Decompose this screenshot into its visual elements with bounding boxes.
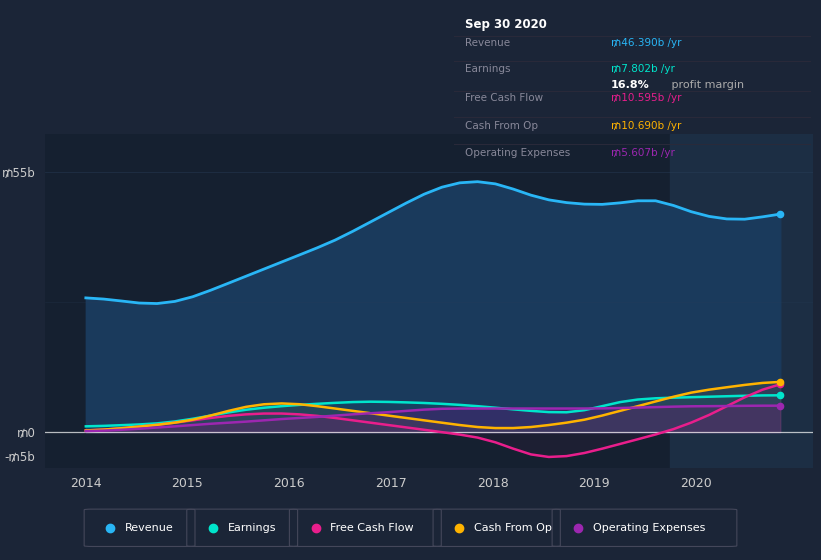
Text: Cash From Op: Cash From Op xyxy=(465,120,538,130)
Text: ₥10.595b /yr: ₥10.595b /yr xyxy=(611,94,681,104)
Bar xyxy=(671,134,818,468)
Text: ₥5.607b /yr: ₥5.607b /yr xyxy=(611,148,675,158)
Text: Revenue: Revenue xyxy=(125,523,174,533)
Text: ₥46.390b /yr: ₥46.390b /yr xyxy=(611,38,681,48)
Text: Free Cash Flow: Free Cash Flow xyxy=(330,523,414,533)
Text: Free Cash Flow: Free Cash Flow xyxy=(465,94,543,104)
Text: Sep 30 2020: Sep 30 2020 xyxy=(465,18,547,31)
Text: Earnings: Earnings xyxy=(465,64,510,74)
Text: Revenue: Revenue xyxy=(465,38,510,48)
Text: Operating Expenses: Operating Expenses xyxy=(594,523,705,533)
Text: Earnings: Earnings xyxy=(228,523,277,533)
Text: Operating Expenses: Operating Expenses xyxy=(465,148,570,158)
Text: 16.8%: 16.8% xyxy=(611,80,650,90)
Text: ₥7.802b /yr: ₥7.802b /yr xyxy=(611,64,675,74)
Text: Cash From Op: Cash From Op xyxy=(475,523,552,533)
Text: profit margin: profit margin xyxy=(668,80,745,90)
Text: ₥10.690b /yr: ₥10.690b /yr xyxy=(611,120,681,130)
